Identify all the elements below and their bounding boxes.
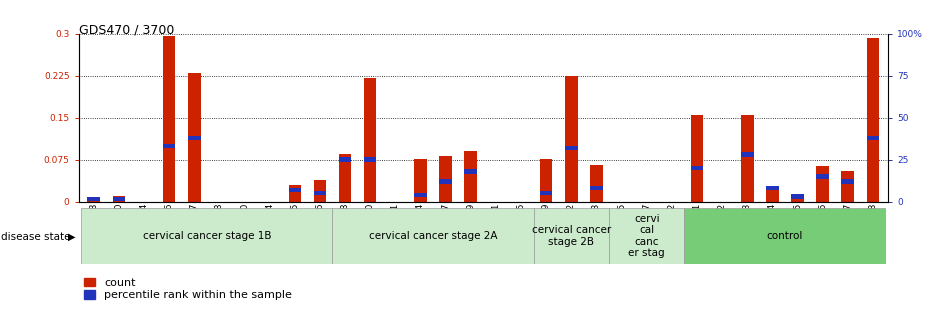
Bar [88, 197, 100, 201]
Bar [691, 166, 703, 170]
Text: ▶: ▶ [68, 232, 76, 242]
Bar [188, 135, 201, 140]
Bar [842, 171, 854, 202]
Legend: count, percentile rank within the sample: count, percentile rank within the sample [84, 278, 292, 300]
Bar [791, 199, 804, 202]
Bar [867, 38, 879, 202]
Bar [684, 208, 885, 264]
Bar [332, 208, 534, 264]
Bar [691, 115, 703, 202]
Bar [791, 194, 804, 199]
Bar [163, 144, 176, 149]
Bar [113, 196, 125, 202]
Bar [414, 159, 426, 202]
Text: cervi
cal
canc
er stag: cervi cal canc er stag [628, 214, 665, 258]
Bar [534, 208, 609, 264]
Bar [289, 187, 301, 192]
Text: GDS470 / 3700: GDS470 / 3700 [79, 24, 174, 37]
Bar [314, 180, 327, 202]
Bar [540, 159, 552, 202]
Bar [464, 151, 477, 202]
Bar [817, 174, 829, 179]
Bar [113, 197, 125, 201]
Text: cervical cancer
stage 2B: cervical cancer stage 2B [532, 225, 611, 247]
Text: disease state: disease state [1, 232, 70, 242]
Bar [540, 191, 552, 196]
Bar [817, 166, 829, 202]
Bar [741, 115, 754, 202]
Bar [88, 199, 100, 202]
Bar [565, 145, 577, 150]
Bar [163, 36, 176, 202]
Text: cervical cancer stage 2A: cervical cancer stage 2A [369, 231, 498, 241]
Bar [364, 78, 376, 202]
Bar [439, 156, 452, 202]
Bar [289, 185, 301, 202]
Bar [339, 157, 352, 162]
Bar [439, 179, 452, 184]
Bar [81, 208, 332, 264]
Bar [565, 76, 577, 202]
Bar [314, 191, 327, 196]
Bar [188, 73, 201, 202]
Bar [741, 152, 754, 157]
Bar [464, 169, 477, 174]
Bar [590, 165, 603, 202]
Bar [609, 208, 684, 264]
Bar [414, 193, 426, 197]
Text: cervical cancer stage 1B: cervical cancer stage 1B [142, 231, 271, 241]
Text: control: control [767, 231, 803, 241]
Bar [766, 186, 779, 191]
Bar [364, 157, 376, 162]
Bar [590, 186, 603, 191]
Bar [867, 135, 879, 140]
Bar [339, 154, 352, 202]
Bar [766, 187, 779, 202]
Bar [842, 179, 854, 184]
